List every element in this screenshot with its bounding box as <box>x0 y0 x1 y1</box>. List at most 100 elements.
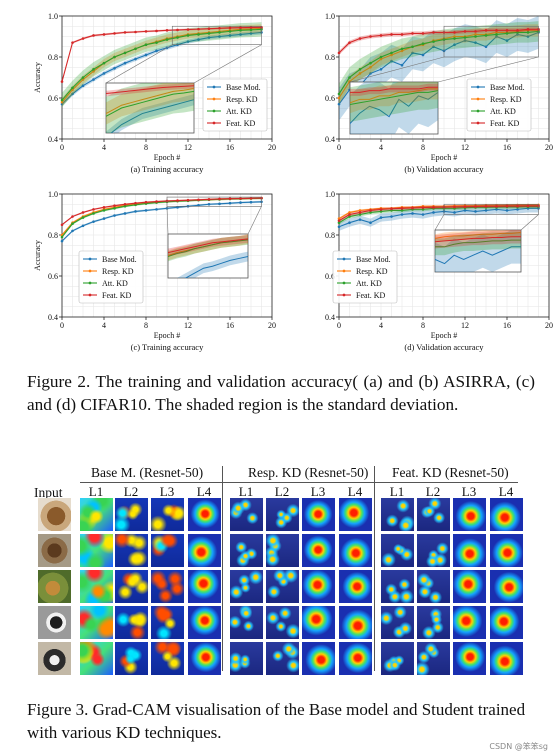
legend-label-resp: Resp. KD <box>356 267 388 276</box>
legend-marker-resp <box>88 269 92 273</box>
layer-label: L2 <box>425 484 441 499</box>
gradcam-map <box>490 642 523 675</box>
group-title-base: Base M. (Resnet-50) <box>91 465 204 480</box>
y-tick-label: 0.4 <box>325 313 335 322</box>
series-line-base <box>110 99 194 133</box>
data-point-base <box>197 203 200 207</box>
zoom-connector <box>434 214 445 231</box>
data-point-base <box>516 33 519 36</box>
data-point-feat <box>516 29 519 32</box>
legend-marker-feat <box>476 121 480 125</box>
series-band-feat <box>350 83 438 96</box>
data-point-base <box>249 32 253 35</box>
series-line-resp <box>435 232 521 239</box>
gradcam-map <box>302 606 335 639</box>
data-point-base <box>400 213 404 216</box>
data-point-base <box>516 208 519 211</box>
data-point-feat <box>505 204 509 208</box>
layer-label: L4 <box>347 484 363 499</box>
data-point-base <box>207 202 211 206</box>
data-point-feat <box>218 27 221 30</box>
data-point-att <box>421 208 425 211</box>
legend-label-feat: Feat. KD <box>226 119 256 128</box>
y-tick-label: 0.6 <box>48 272 58 281</box>
zoom-region <box>171 25 262 46</box>
data-point-base <box>348 221 351 224</box>
data-point-base <box>81 224 85 228</box>
gradcam-map <box>188 570 221 603</box>
layer-label: L2 <box>123 484 139 499</box>
x-axis-label: Epoch # <box>431 153 457 162</box>
data-point-att <box>197 33 200 36</box>
series-line-att <box>435 239 521 248</box>
data-point-base <box>123 61 127 65</box>
x-tick-label: 20 <box>545 321 553 330</box>
series-line-att <box>62 28 262 101</box>
legend-box <box>332 250 398 304</box>
data-point-base <box>379 216 383 219</box>
data-point-base <box>155 208 158 211</box>
series-line-base <box>62 31 262 105</box>
data-point-att <box>113 207 116 210</box>
data-point-base <box>176 206 179 209</box>
data-point-att <box>176 36 179 39</box>
legend-marker-resp <box>212 97 216 101</box>
series-line-base <box>339 207 539 228</box>
legend-label-att: Att. KD <box>226 107 252 116</box>
gradcam-map <box>151 642 184 675</box>
data-point-feat <box>71 41 74 44</box>
data-point-feat <box>207 198 211 201</box>
x-axis-label: Epoch # <box>431 331 457 340</box>
data-point-feat <box>92 208 95 211</box>
data-point-att <box>71 86 74 90</box>
legend-label-base: Base Mod. <box>226 83 261 92</box>
y-tick-label: 0.4 <box>48 135 58 144</box>
data-point-feat <box>495 29 498 32</box>
data-point-att <box>400 209 404 212</box>
gradcam-map <box>417 498 450 531</box>
series-band-feat <box>106 83 194 97</box>
plot-frame <box>61 15 273 140</box>
gradcam-map <box>302 570 335 603</box>
data-point-feat <box>400 33 404 36</box>
chart-c: 0 4 8 12 16 20 0.4 0.6 0.8 1.0 Epoch # Accuracy (c) … <box>0 178 277 358</box>
data-point-feat <box>453 205 456 209</box>
data-point-att <box>369 61 372 65</box>
data-point-base <box>463 209 467 212</box>
data-point-feat <box>176 28 179 32</box>
data-point-base <box>411 212 414 215</box>
data-point-base <box>379 68 383 71</box>
chart-caption: (a) Training accuracy <box>131 164 204 174</box>
x-tick-label: 12 <box>184 321 192 330</box>
data-point-att <box>239 29 242 32</box>
data-point-att <box>474 35 477 38</box>
zoom-connector <box>349 56 445 83</box>
data-point-att <box>463 36 467 39</box>
data-point-feat <box>113 204 116 207</box>
data-point-base <box>421 53 425 57</box>
figure-3-caption: Figure 3. Grad-CAM visualisation of the … <box>27 700 526 742</box>
series-band-feat <box>168 234 248 257</box>
figure-3: Base M. (Resnet-50) Resp. KD (Resnet-50)… <box>0 460 554 690</box>
data-point-resp <box>390 53 393 57</box>
legend-marker-base <box>342 257 346 261</box>
layer-label: L1 <box>88 484 104 499</box>
data-point-att <box>186 34 190 37</box>
data-point-att <box>495 33 498 36</box>
data-point-att <box>505 32 509 35</box>
gradcam-map <box>453 606 486 639</box>
data-point-feat <box>348 41 351 44</box>
data-point-base <box>463 39 467 42</box>
data-point-att <box>134 47 137 51</box>
data-point-att <box>453 37 456 40</box>
data-point-att <box>358 68 362 71</box>
data-point-feat <box>134 201 137 205</box>
legend-label-feat: Feat. KD <box>102 291 132 300</box>
data-point-feat <box>526 204 530 208</box>
input-image <box>38 498 71 531</box>
data-point-att <box>155 41 158 44</box>
data-point-att <box>113 55 116 59</box>
gradcam-map <box>381 642 414 675</box>
data-point-att <box>228 30 232 33</box>
x-tick-label: 0 <box>337 143 341 152</box>
